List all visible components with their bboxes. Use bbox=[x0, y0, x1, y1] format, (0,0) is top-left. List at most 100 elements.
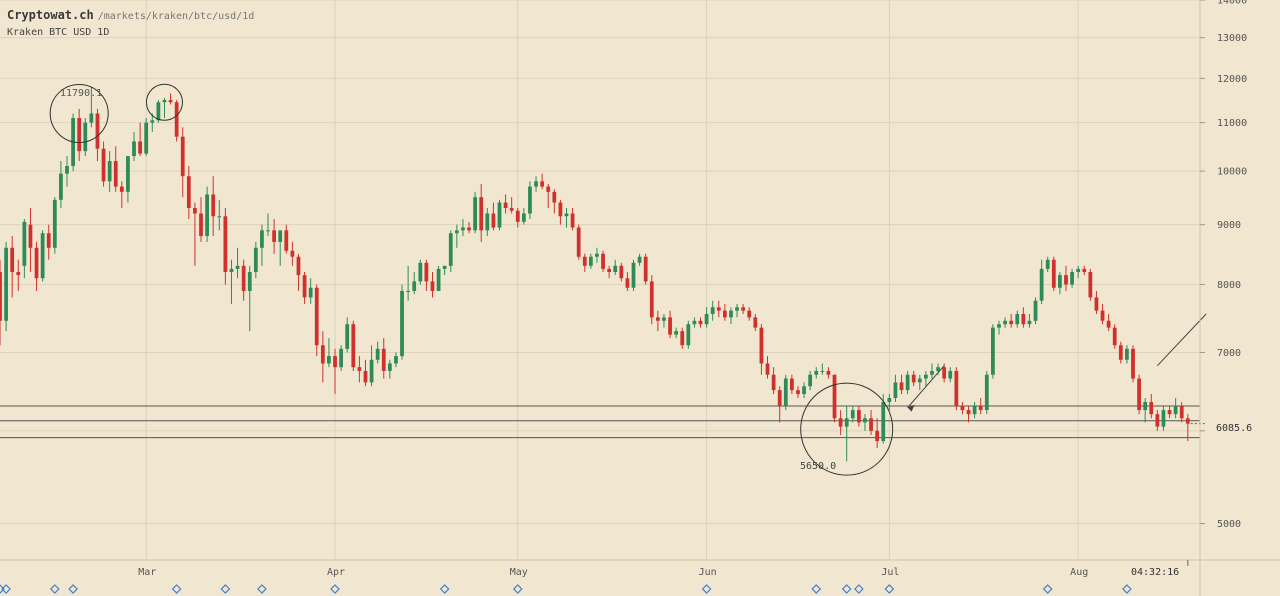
candle-up bbox=[406, 290, 411, 292]
candle-down bbox=[351, 324, 356, 368]
candle-up bbox=[1143, 402, 1148, 411]
candle-up bbox=[1003, 320, 1007, 325]
candle-down bbox=[966, 410, 971, 415]
candle-down bbox=[601, 253, 605, 269]
candle-down bbox=[607, 268, 612, 272]
trend-line bbox=[1156, 313, 1207, 367]
event-diamond-icon bbox=[854, 584, 864, 594]
candle-up bbox=[454, 230, 459, 234]
x-tick-label: Jun bbox=[699, 567, 717, 578]
candle-down bbox=[174, 102, 179, 137]
candle-down bbox=[479, 197, 484, 231]
candle-up bbox=[1076, 268, 1081, 272]
candle-down bbox=[241, 265, 246, 291]
candle-down bbox=[1064, 275, 1068, 285]
site-brand[interactable]: Cryptowat.ch bbox=[7, 8, 94, 22]
x-tick-label: May bbox=[510, 567, 528, 578]
candle-up bbox=[997, 324, 1001, 328]
candle-down bbox=[759, 327, 764, 364]
candle-up bbox=[1125, 348, 1129, 360]
candle-up bbox=[588, 256, 593, 266]
candle-up bbox=[631, 262, 636, 288]
candle-up bbox=[278, 230, 283, 242]
candle-down bbox=[424, 262, 429, 282]
candle-up bbox=[59, 173, 63, 200]
candle-down bbox=[655, 317, 660, 321]
low-annotation: 5650.0 bbox=[800, 461, 836, 472]
candle-up bbox=[308, 287, 313, 298]
candle-up bbox=[710, 307, 715, 314]
event-diamond-icon bbox=[884, 584, 895, 594]
event-diamond-icon bbox=[68, 584, 78, 594]
candle-up bbox=[235, 265, 240, 269]
candle-up bbox=[887, 398, 892, 403]
candle-down bbox=[503, 202, 508, 208]
site-header: Cryptowat.ch/markets/kraken/btc/usd/1d bbox=[7, 8, 254, 22]
candle-up bbox=[217, 216, 222, 218]
candle-up bbox=[936, 367, 940, 371]
candle-down bbox=[1149, 402, 1154, 415]
candle-up bbox=[107, 161, 112, 182]
candle-up bbox=[930, 370, 934, 375]
candle-down bbox=[1009, 320, 1014, 325]
candle-down bbox=[119, 186, 124, 192]
candle-up bbox=[4, 247, 8, 321]
candle-up bbox=[662, 317, 666, 321]
candle-up bbox=[1070, 271, 1074, 285]
candle-down bbox=[211, 194, 216, 217]
candle-up bbox=[1027, 320, 1032, 325]
candle-down bbox=[1185, 418, 1190, 424]
y-tick-label: 14000 bbox=[1217, 0, 1247, 7]
candle-down bbox=[1021, 313, 1026, 325]
y-tick-label: 13000 bbox=[1217, 33, 1247, 44]
candle-down bbox=[1094, 297, 1099, 311]
candle-down bbox=[168, 100, 173, 103]
candle-up bbox=[132, 141, 136, 157]
candle-up bbox=[461, 227, 465, 231]
candle-down bbox=[430, 281, 435, 291]
event-markers bbox=[0, 584, 1132, 594]
candle-up bbox=[485, 213, 490, 231]
candle-down bbox=[869, 418, 873, 431]
candle-down bbox=[138, 141, 142, 154]
candle-up bbox=[162, 100, 167, 103]
candle-down bbox=[1167, 410, 1172, 415]
candle-up bbox=[394, 356, 398, 364]
candle-down bbox=[302, 275, 307, 298]
candle-up bbox=[991, 327, 995, 375]
y-tick-label: 9000 bbox=[1217, 220, 1241, 231]
candle-down bbox=[954, 370, 959, 407]
event-diamond-icon bbox=[49, 584, 60, 594]
candle-up bbox=[22, 221, 27, 266]
candle-down bbox=[625, 278, 630, 288]
candle-up bbox=[850, 410, 855, 419]
candle-up bbox=[65, 166, 69, 174]
candle-up bbox=[564, 213, 569, 217]
candle-up bbox=[150, 120, 155, 123]
candle-down bbox=[826, 370, 831, 375]
candle-down bbox=[552, 191, 557, 203]
candle-down bbox=[46, 233, 51, 248]
y-tick-label: 12000 bbox=[1217, 74, 1247, 85]
candle-down bbox=[747, 310, 752, 318]
trend-arrow-head bbox=[907, 404, 915, 412]
event-diamond-icon bbox=[811, 584, 822, 594]
candle-down bbox=[314, 287, 319, 346]
candle-up bbox=[144, 122, 149, 154]
candle-up bbox=[83, 122, 88, 152]
candle-down bbox=[558, 202, 563, 217]
candle-down bbox=[1179, 406, 1184, 419]
candle-down bbox=[491, 213, 496, 228]
candle-up bbox=[893, 382, 898, 399]
candle-down bbox=[284, 230, 289, 251]
x-tick-label: Jul bbox=[881, 567, 899, 578]
candle-up bbox=[247, 271, 252, 291]
candle-up bbox=[266, 230, 270, 232]
candle-up bbox=[692, 320, 697, 325]
grid-lines bbox=[0, 0, 1200, 560]
candle-down bbox=[911, 374, 916, 383]
candle-down bbox=[16, 271, 21, 276]
candle-up bbox=[984, 374, 989, 411]
